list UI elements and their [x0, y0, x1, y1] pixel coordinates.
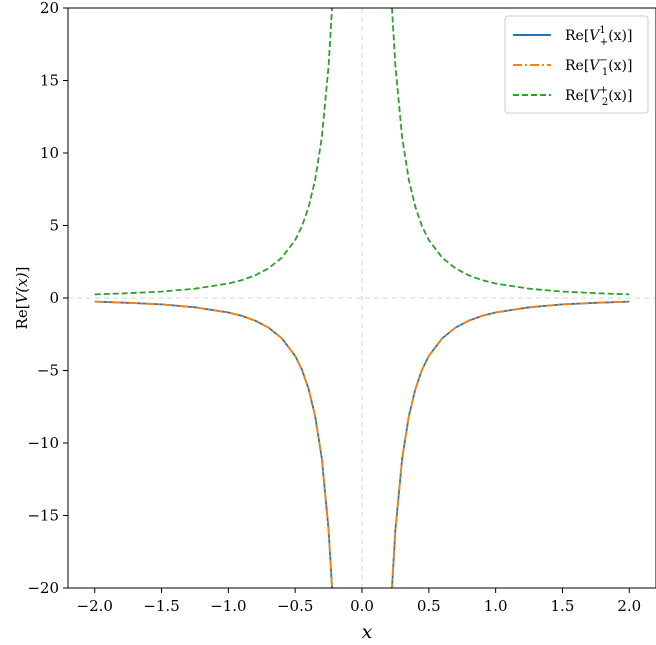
- y-tick-label: 0: [49, 289, 59, 307]
- x-tick-label: −0.5: [277, 597, 313, 615]
- x-tick-label: −2.0: [77, 597, 113, 615]
- y-tick-label: −20: [27, 579, 59, 597]
- x-tick-label: 0.5: [417, 597, 441, 615]
- y-tick-label: 20: [40, 0, 59, 17]
- x-axis-label: x: [362, 621, 373, 643]
- legend-box: [504, 15, 649, 114]
- y-tick-label: −10: [27, 434, 59, 452]
- x-tick-label: −1.0: [210, 597, 246, 615]
- x-tick-label: 0.0: [350, 597, 374, 615]
- series-3-line-left: [94, 8, 333, 296]
- x-tick-label: 2.0: [617, 597, 641, 615]
- y-axis-label: Re[V(x)]: [13, 267, 31, 330]
- y-tick-label: 15: [40, 72, 59, 90]
- series-2-line-right: [391, 300, 630, 588]
- legend: Re[V1 +(x)] Re[V− 1(x)] Re[V+ 2(x)]: [504, 15, 649, 114]
- y-tick-label: −15: [27, 507, 59, 525]
- y-tick-label: −5: [37, 362, 59, 380]
- legend-label: Re[V+ 2(x)]: [565, 85, 632, 108]
- x-tick-label: −1.5: [143, 597, 179, 615]
- series-3-line-right: [391, 8, 630, 296]
- x-tick-label: 1.5: [551, 597, 575, 615]
- x-tick-label: 1.0: [484, 597, 508, 615]
- y-tick-label: 5: [49, 217, 59, 235]
- legend-label: Re[V1 +(x)]: [565, 25, 632, 48]
- series-2-line-left: [94, 300, 333, 588]
- legend-label: Re[V− 1(x)]: [565, 55, 632, 78]
- y-tick-label: 10: [40, 144, 59, 162]
